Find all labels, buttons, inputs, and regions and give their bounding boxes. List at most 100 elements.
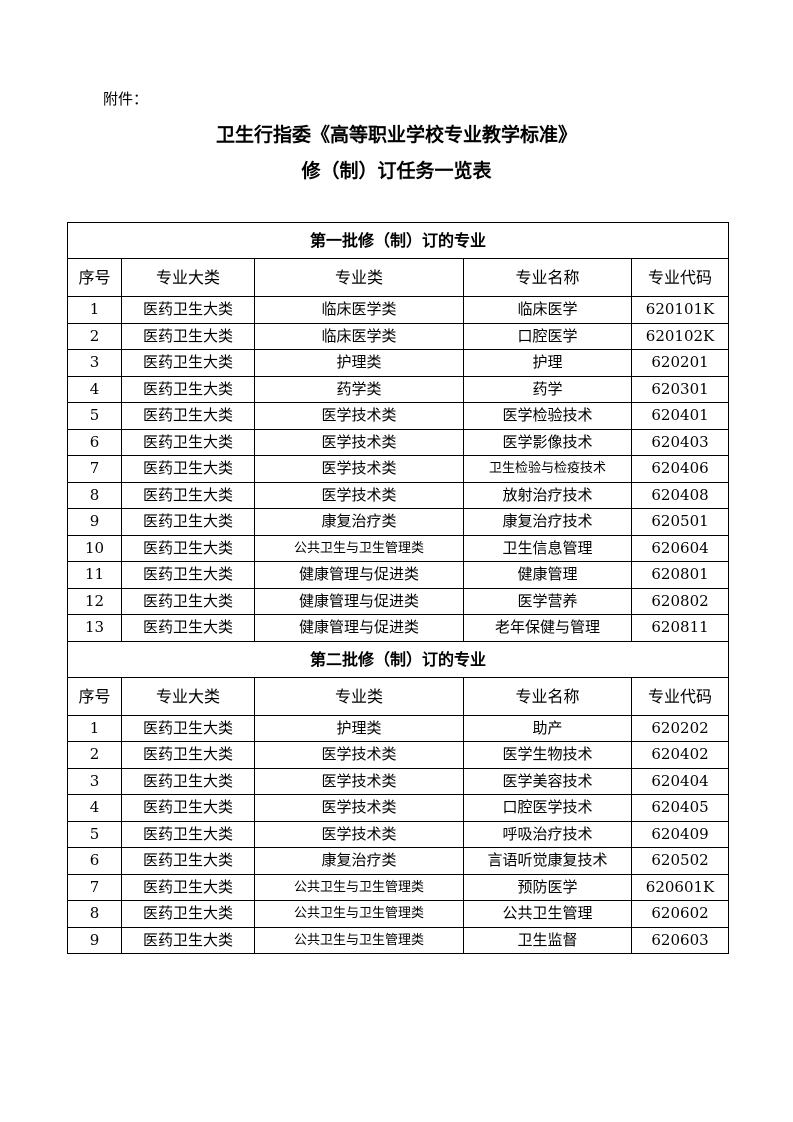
row-index-cell: 7 bbox=[67, 455, 122, 483]
subcategory-cell: 公共卫生与卫生管理类 bbox=[254, 873, 464, 901]
major-name-cell: 口腔医学 bbox=[463, 322, 632, 350]
major-name-cell: 卫生监督 bbox=[463, 926, 632, 954]
row-index-cell: 7 bbox=[67, 873, 122, 901]
column-header: 专业大类 bbox=[121, 676, 255, 716]
major-code-cell: 620801 bbox=[630, 561, 730, 589]
table-row: 10 医药卫生大类 公共卫生与卫生管理类 卫生信息管理 620604 bbox=[67, 534, 730, 562]
section-title: 第一批修（制）订的专业 bbox=[66, 222, 730, 259]
subcategory-cell: 医学技术类 bbox=[254, 741, 464, 769]
category-cell: 医药卫生大类 bbox=[121, 561, 255, 589]
column-header: 序号 bbox=[67, 676, 122, 716]
subcategory-cell: 公共卫生与卫生管理类 bbox=[254, 926, 464, 954]
subcategory-cell: 公共卫生与卫生管理类 bbox=[254, 900, 464, 928]
major-name-cell: 预防医学 bbox=[463, 873, 632, 901]
table-row: 8 医药卫生大类 医学技术类 放射治疗技术 620408 bbox=[67, 481, 730, 509]
major-name-cell: 言语听觉康复技术 bbox=[463, 847, 632, 875]
table-row: 3 医药卫生大类 医学技术类 医学美容技术 620404 bbox=[67, 767, 730, 795]
row-index-cell: 12 bbox=[67, 587, 122, 615]
table-row: 5 医药卫生大类 医学技术类 医学检验技术 620401 bbox=[67, 402, 730, 430]
table-row: 4 医药卫生大类 医学技术类 口腔医学技术 620405 bbox=[67, 794, 730, 822]
row-index-cell: 4 bbox=[67, 375, 122, 403]
table-row: 6 医药卫生大类 医学技术类 医学影像技术 620403 bbox=[67, 428, 730, 456]
major-code-cell: 620409 bbox=[630, 820, 730, 848]
row-index-cell: 4 bbox=[67, 794, 122, 822]
table-row: 4 医药卫生大类 药学类 药学 620301 bbox=[67, 375, 730, 403]
major-code-cell: 620802 bbox=[630, 587, 730, 615]
major-name-cell: 健康管理 bbox=[463, 561, 632, 589]
major-name-cell: 医学营养 bbox=[463, 587, 632, 615]
column-header: 专业类 bbox=[254, 258, 464, 297]
major-code-cell: 620811 bbox=[630, 614, 730, 642]
major-code-cell: 620404 bbox=[630, 767, 730, 795]
row-index-cell: 8 bbox=[67, 481, 122, 509]
table-row: 3 医药卫生大类 护理类 护理 620201 bbox=[67, 349, 730, 377]
table-row: 2 医药卫生大类 临床医学类 口腔医学 620102K bbox=[67, 322, 730, 350]
subcategory-cell: 健康管理与促进类 bbox=[254, 561, 464, 589]
document-subtitle: 修（制）订任务一览表 bbox=[301, 160, 492, 182]
subcategory-cell: 医学技术类 bbox=[254, 481, 464, 509]
table-row: 8 医药卫生大类 公共卫生与卫生管理类 公共卫生管理 620602 bbox=[67, 900, 730, 928]
major-code-cell: 620501 bbox=[630, 508, 730, 536]
row-index-cell: 5 bbox=[67, 820, 122, 848]
attachment-label: 附件： bbox=[103, 90, 149, 108]
major-code-cell: 620408 bbox=[630, 481, 730, 509]
major-code-cell: 620201 bbox=[630, 349, 730, 377]
category-cell: 医药卫生大类 bbox=[121, 900, 255, 928]
category-cell: 医药卫生大类 bbox=[121, 614, 255, 642]
category-cell: 医药卫生大类 bbox=[121, 455, 255, 483]
table-row: 6 医药卫生大类 康复治疗类 言语听觉康复技术 620502 bbox=[67, 847, 730, 875]
subcategory-cell: 医学技术类 bbox=[254, 794, 464, 822]
major-code-cell: 620102K bbox=[630, 322, 730, 350]
row-index-cell: 2 bbox=[67, 741, 122, 769]
table-row: 1 医药卫生大类 临床医学类 临床医学 620101K bbox=[67, 296, 730, 324]
category-cell: 医药卫生大类 bbox=[121, 428, 255, 456]
table-row: 7 医药卫生大类 公共卫生与卫生管理类 预防医学 620601K bbox=[67, 873, 730, 901]
subcategory-cell: 护理类 bbox=[254, 714, 464, 742]
column-header: 专业类 bbox=[254, 676, 464, 716]
task-table: 第一批修（制）订的专业 序号 专业大类 专业类 专业名称 专业代码 1 医药卫生大类 临床医学类… bbox=[66, 222, 730, 954]
column-header: 专业名称 bbox=[463, 258, 632, 297]
major-code-cell: 620401 bbox=[630, 402, 730, 430]
header-row: 序号 专业大类 专业类 专业名称 专业代码 bbox=[67, 258, 730, 297]
category-cell: 医药卫生大类 bbox=[121, 508, 255, 536]
category-cell: 医药卫生大类 bbox=[121, 847, 255, 875]
column-header: 专业大类 bbox=[121, 258, 255, 297]
subcategory-cell: 药学类 bbox=[254, 375, 464, 403]
subcategory-cell: 医学技术类 bbox=[254, 428, 464, 456]
row-index-cell: 5 bbox=[67, 402, 122, 430]
category-cell: 医药卫生大类 bbox=[121, 481, 255, 509]
major-code-cell: 620502 bbox=[630, 847, 730, 875]
subcategory-cell: 医学技术类 bbox=[254, 767, 464, 795]
section-title: 第二批修（制）订的专业 bbox=[66, 640, 730, 678]
category-cell: 医药卫生大类 bbox=[121, 375, 255, 403]
subcategory-cell: 康复治疗类 bbox=[254, 508, 464, 536]
category-cell: 医药卫生大类 bbox=[121, 794, 255, 822]
subcategory-cell: 护理类 bbox=[254, 349, 464, 377]
subcategory-cell: 临床医学类 bbox=[254, 322, 464, 350]
table-row: 7 医药卫生大类 医学技术类 卫生检验与检疫技术 620406 bbox=[67, 455, 730, 483]
category-cell: 医药卫生大类 bbox=[121, 349, 255, 377]
major-name-cell: 呼吸治疗技术 bbox=[463, 820, 632, 848]
table-row: 9 医药卫生大类 公共卫生与卫生管理类 卫生监督 620603 bbox=[67, 926, 730, 954]
category-cell: 医药卫生大类 bbox=[121, 322, 255, 350]
major-name-cell: 药学 bbox=[463, 375, 632, 403]
major-name-cell: 医学美容技术 bbox=[463, 767, 632, 795]
major-code-cell: 620602 bbox=[630, 900, 730, 928]
major-code-cell: 620405 bbox=[630, 794, 730, 822]
table-row: 1 医药卫生大类 护理类 助产 620202 bbox=[67, 714, 730, 742]
category-cell: 医药卫生大类 bbox=[121, 767, 255, 795]
major-name-cell: 康复治疗技术 bbox=[463, 508, 632, 536]
major-name-cell: 口腔医学技术 bbox=[463, 794, 632, 822]
major-name-cell: 护理 bbox=[463, 349, 632, 377]
major-name-cell: 公共卫生管理 bbox=[463, 900, 632, 928]
major-code-cell: 620603 bbox=[630, 926, 730, 954]
category-cell: 医药卫生大类 bbox=[121, 714, 255, 742]
major-name-cell: 卫生信息管理 bbox=[463, 534, 632, 562]
row-index-cell: 1 bbox=[67, 714, 122, 742]
major-name-cell: 助产 bbox=[463, 714, 632, 742]
major-name-cell: 医学生物技术 bbox=[463, 741, 632, 769]
row-index-cell: 6 bbox=[67, 847, 122, 875]
table-row: 5 医药卫生大类 医学技术类 呼吸治疗技术 620409 bbox=[67, 820, 730, 848]
subcategory-cell: 医学技术类 bbox=[254, 402, 464, 430]
column-header: 专业代码 bbox=[630, 258, 730, 297]
